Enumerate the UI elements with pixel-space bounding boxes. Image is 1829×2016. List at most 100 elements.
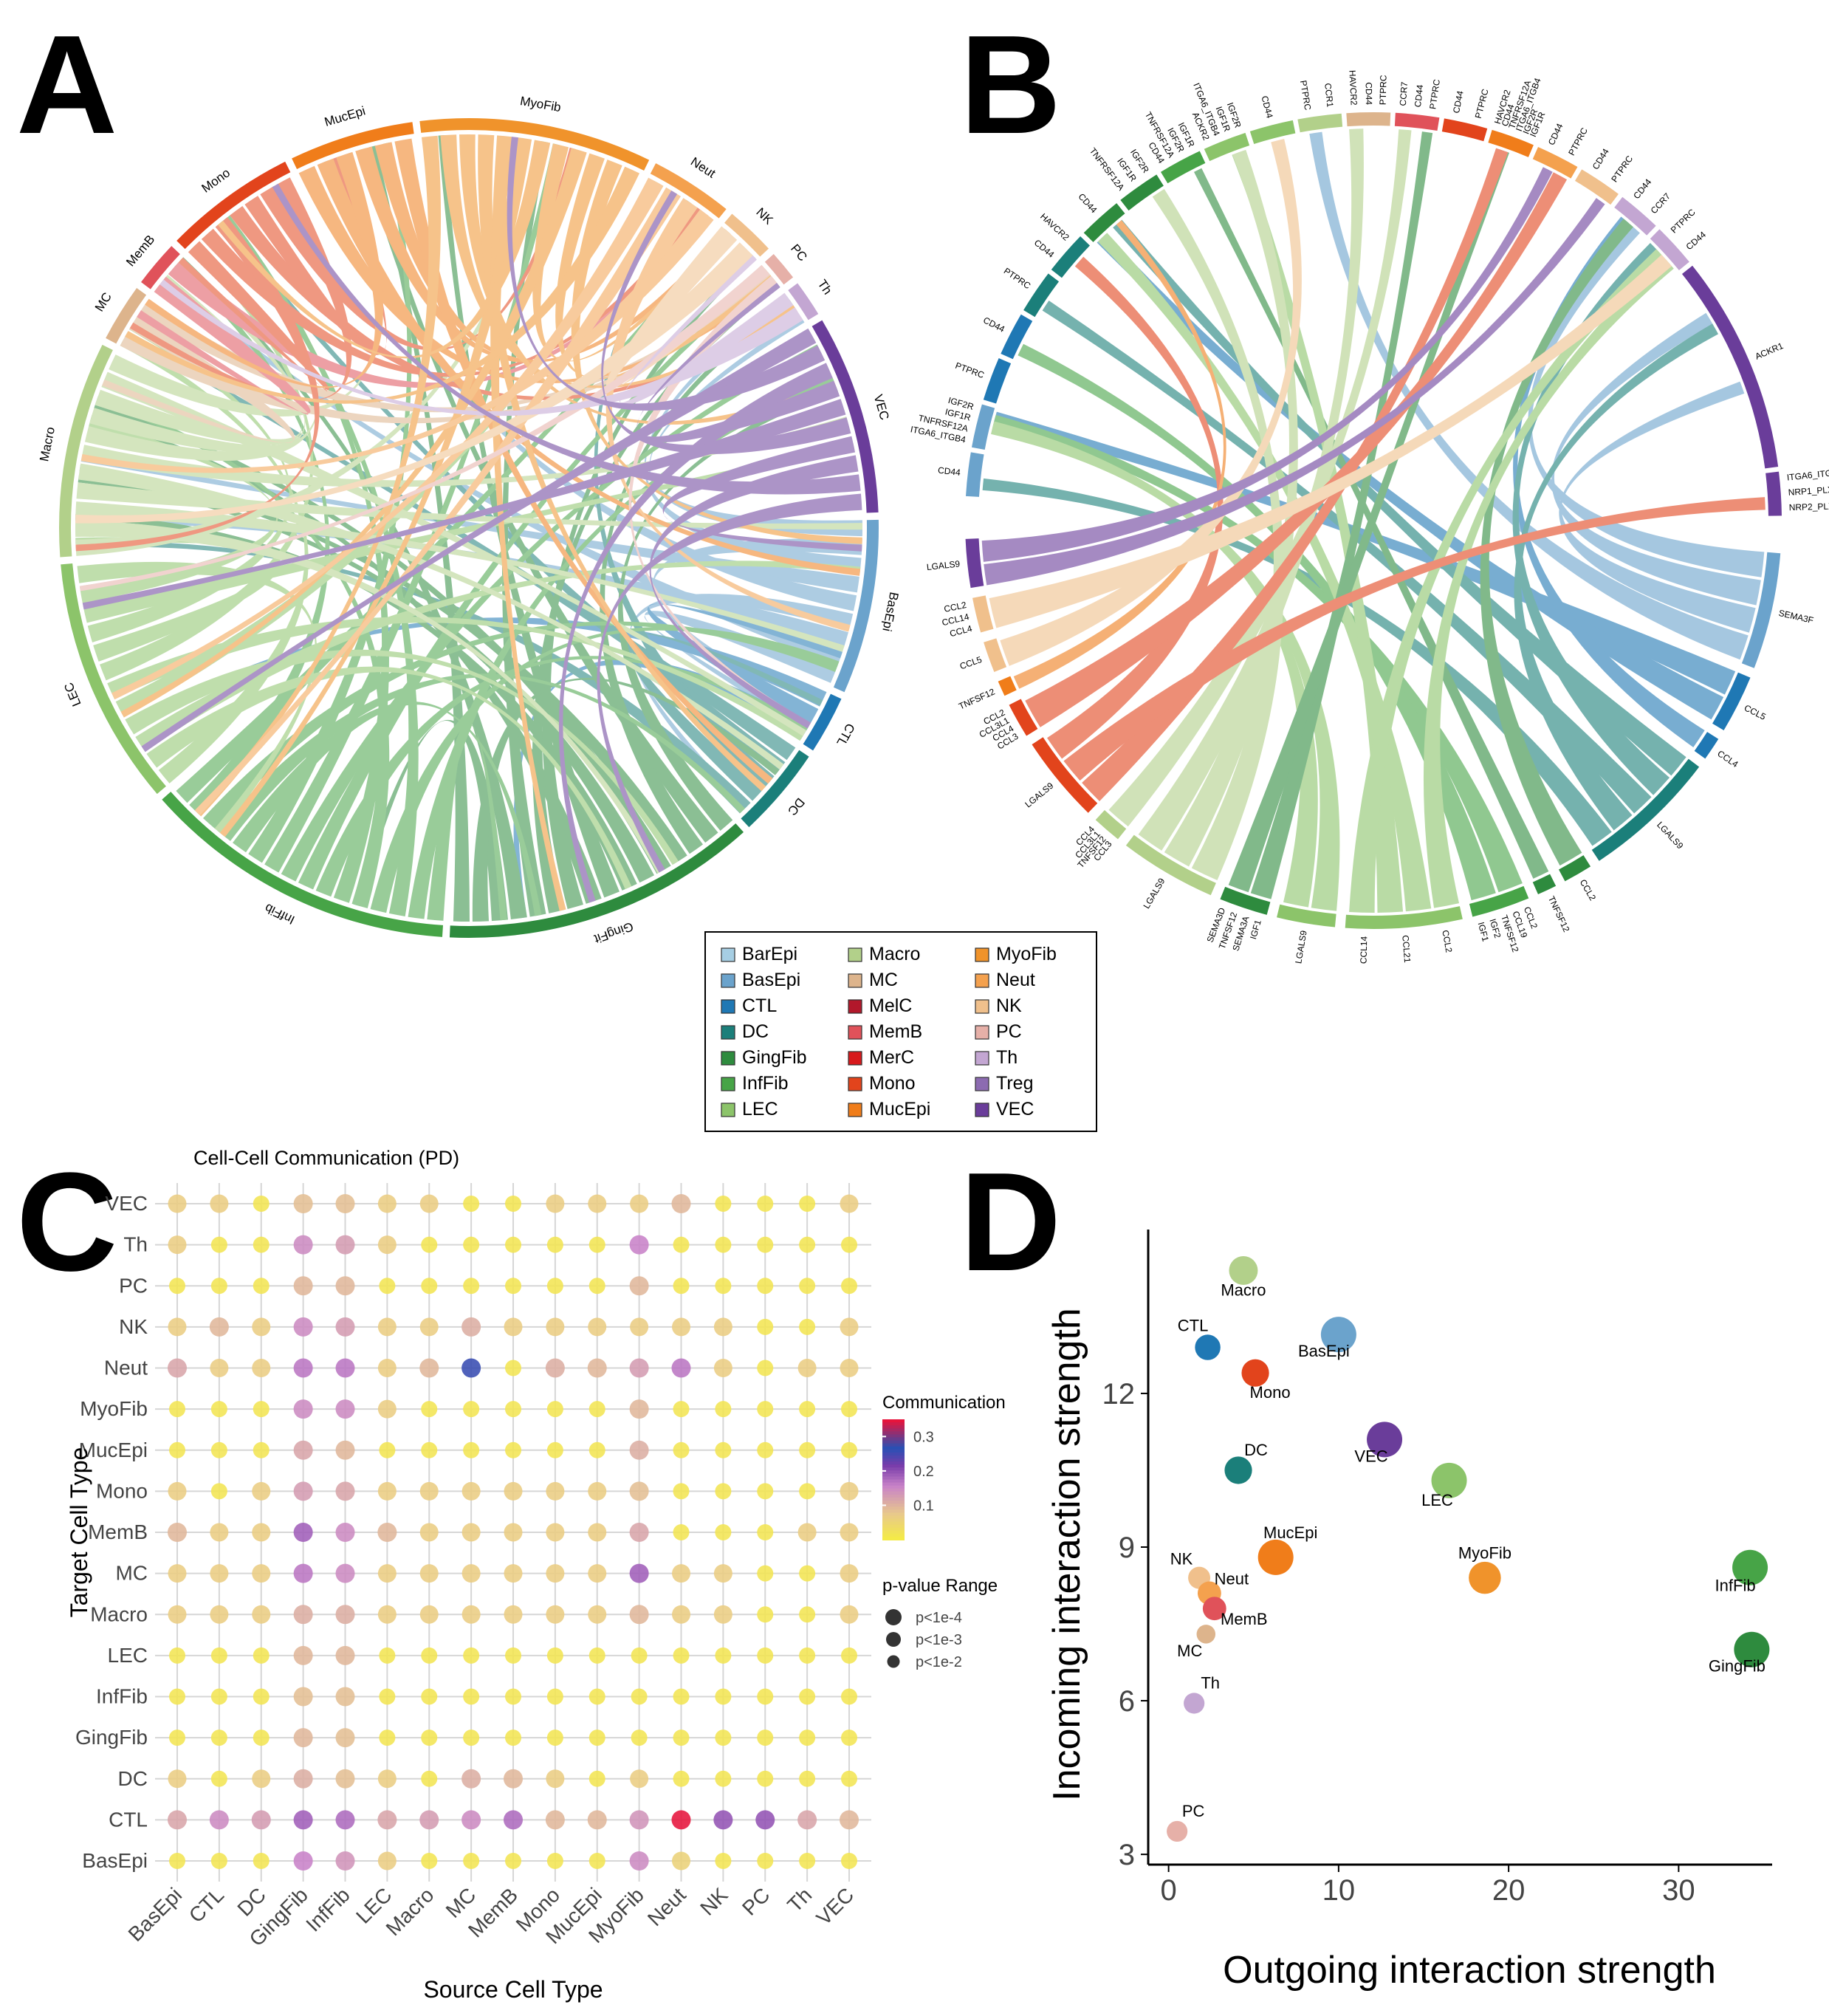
- colorbar-step: [882, 1485, 905, 1489]
- bubble-point: [252, 1769, 271, 1789]
- bubble-point: [463, 1647, 480, 1664]
- bubble-point: [588, 1317, 607, 1337]
- bubble-point: [841, 1401, 857, 1418]
- chord-a-ribbon-neut: [194, 187, 682, 816]
- legend-label-barepi: BarEpi: [742, 944, 797, 964]
- chord-a-ribbon-memb: [137, 276, 311, 415]
- chord-b-gene-label: CD44: [1259, 95, 1274, 120]
- bubble-point: [588, 1401, 605, 1418]
- bubble-point: [293, 1728, 313, 1748]
- legend-label-dc: DC: [742, 1021, 769, 1042]
- chord-b-ligand-arc: [1558, 855, 1591, 882]
- bubble-point: [588, 1647, 605, 1664]
- legend-swatch-mono: [848, 1077, 862, 1091]
- scatter-y-tick: 3: [1119, 1839, 1135, 1871]
- chord-b-ribbon: [1047, 256, 1224, 759]
- legend-label-basepi: BasEpi: [742, 970, 800, 990]
- legend-swatch-memb: [848, 1025, 862, 1040]
- legend-label-myofib: MyoFib: [996, 944, 1057, 964]
- bubble-point: [209, 1810, 229, 1830]
- bubble-point: [673, 1647, 690, 1664]
- scatter-point-pc: [1167, 1820, 1188, 1842]
- bubble-point: [672, 1564, 690, 1583]
- bubble-ytick: GingFib: [75, 1726, 148, 1749]
- legend-swatch-melc: [848, 999, 862, 1014]
- chord-b-gene-label: LGALS9: [1023, 781, 1055, 810]
- bubble-point: [546, 1769, 565, 1789]
- bubble-point: [335, 1481, 355, 1501]
- chord-a-ribbon-vec: [636, 283, 840, 442]
- chord-a-ribbon-neut: [80, 209, 714, 473]
- chord-b-gene-label: PTPRC: [1427, 78, 1442, 110]
- bubble-point: [713, 1810, 733, 1830]
- bubble-point: [630, 1194, 649, 1213]
- bubble-point: [673, 1401, 690, 1418]
- bubble-point: [379, 1647, 396, 1664]
- chord-a-label-neut: Neut: [688, 154, 718, 181]
- bubble-point: [168, 1605, 187, 1624]
- chord-a-ribbon-vec: [82, 399, 846, 610]
- bubble-point: [293, 1440, 313, 1460]
- legend-swatch-vec: [975, 1103, 989, 1117]
- bubble-point: [210, 1523, 229, 1542]
- chord-a-ribbon-vec: [141, 328, 817, 752]
- bubble-point: [546, 1401, 563, 1418]
- bubble-point: [293, 1687, 313, 1707]
- colorbar-step: [882, 1509, 905, 1514]
- legend-swatch-dc: [721, 1025, 735, 1040]
- bubble-point: [588, 1481, 607, 1501]
- bubble-point: [713, 1359, 732, 1377]
- bubble-point: [335, 1399, 355, 1419]
- bubble-point: [588, 1605, 607, 1624]
- chord-b-gene-label: CCL5: [958, 654, 984, 672]
- bubble-xtick: InfFib: [301, 1883, 354, 1936]
- chord-b-receptor-arc: [1023, 273, 1060, 318]
- bubble-point: [841, 1441, 857, 1458]
- bubble-point: [505, 1401, 521, 1418]
- bubble-point: [629, 1276, 649, 1296]
- legend-box: [704, 931, 1097, 1132]
- chord-b-gene-label: PTPRC: [1609, 154, 1635, 185]
- bubble-point: [546, 1688, 563, 1705]
- chord-b-receptor-arc: [1051, 236, 1090, 278]
- bubble-point: [253, 1647, 270, 1664]
- bubble-point: [757, 1770, 774, 1787]
- legend-swatch-mucepi: [848, 1103, 862, 1117]
- bubble-point: [210, 1647, 227, 1664]
- chord-a-ribbon-inffib: [176, 229, 730, 803]
- bubble-point: [253, 1853, 270, 1869]
- colorbar-step: [882, 1449, 905, 1453]
- bubble-point: [293, 1605, 313, 1625]
- bubble-point: [841, 1853, 857, 1869]
- bubble-point: [168, 1194, 187, 1213]
- bubble-point: [377, 1481, 397, 1501]
- chord-a-label-macro: Macro: [37, 426, 58, 463]
- colorbar-step: [882, 1440, 905, 1444]
- bubble-y-label: Target Cell Type: [66, 1447, 92, 1618]
- bubble-point: [671, 1358, 691, 1378]
- bubble-point: [335, 1645, 355, 1665]
- chord-a-label-nk: NK: [753, 205, 776, 227]
- bubble-point: [421, 1729, 438, 1746]
- chord-b-receptor-arc: [1681, 265, 1779, 469]
- bubble-point: [715, 1236, 732, 1253]
- chord-a-label-th: Th: [815, 277, 835, 297]
- size-legend-dot: [886, 1632, 901, 1647]
- chord-a-ribbon-inffib: [370, 626, 840, 913]
- chord-a-ribbon-mc: [102, 315, 295, 443]
- colorbar-step: [882, 1518, 905, 1523]
- chord-a-sector-inffib: [162, 792, 444, 937]
- bubble-point: [546, 1853, 563, 1869]
- legend-swatch-mc: [848, 973, 862, 988]
- bubble-point: [253, 1236, 270, 1253]
- scatter-y-tick: 12: [1102, 1378, 1136, 1410]
- chord-b-gene-label: CD44: [1546, 122, 1565, 147]
- bubble-point: [504, 1810, 523, 1830]
- scatter-point-mucepi: [1257, 1539, 1294, 1575]
- chord-a-label-vec: VEC: [871, 393, 892, 422]
- bubble-point: [757, 1853, 774, 1869]
- bubble-point: [546, 1441, 563, 1458]
- cell-type-legend: BarEpi BasEpi CTL DC GingFib InfFib LEC Macro MC…: [704, 931, 1097, 1132]
- bubble-point: [799, 1688, 816, 1705]
- chord-a-ribbons: [75, 134, 862, 922]
